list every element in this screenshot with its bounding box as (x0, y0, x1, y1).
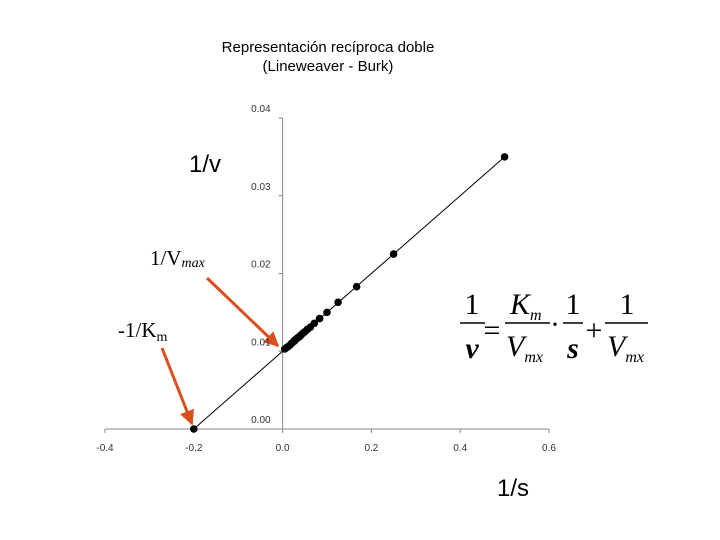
vmax-main: 1/V (150, 246, 182, 270)
vmax-annotation: 1/Vmax (150, 246, 206, 271)
eq-part: 1 (465, 288, 480, 321)
x-tick-label: 0.6 (542, 443, 556, 454)
point (281, 345, 289, 353)
x-axis-label: 1/s (497, 475, 529, 502)
y-axis-label: 1/v (189, 151, 221, 178)
eq-part: Vmx (607, 330, 644, 366)
eq-sub: m (530, 307, 542, 324)
eq-part: Vmx (506, 330, 543, 366)
point (315, 314, 324, 323)
vmax-sub: max (182, 256, 206, 271)
chart-subtitle: (Lineweaver - Burk) (263, 58, 394, 75)
km-main: -1/K (118, 318, 157, 342)
x-tick-label: 0.4 (453, 443, 467, 454)
y-tick-label: 0.00 (251, 415, 271, 426)
eq-part: v (465, 332, 479, 365)
km-sub: m (157, 330, 168, 345)
x-tick-label: 0.0 (276, 443, 290, 454)
x-tick-label: -0.2 (185, 443, 203, 454)
point (352, 282, 361, 291)
eq-part: 1 (620, 288, 635, 321)
eq-part: K (509, 288, 532, 321)
eq-part: Km (509, 288, 542, 324)
eq-part: = (484, 314, 501, 347)
arrow (160, 347, 195, 426)
point (389, 250, 398, 258)
km-annotation: -1/Km (118, 318, 168, 345)
x-tick-label: -0.4 (96, 443, 114, 454)
y-tick-label: 0.01 (251, 337, 271, 348)
y-tick-label: 0.02 (251, 260, 271, 271)
point (334, 298, 342, 307)
x-tick-label: 0.2 (364, 443, 378, 454)
arrow (205, 276, 280, 348)
y-tick-label: 0.03 (251, 182, 271, 193)
eq-part: · (550, 308, 560, 341)
eq-part: s (566, 332, 579, 365)
eq-part: V (607, 330, 629, 363)
equation: 1 v = Km Vmx · 1 s + 1 Vmx (460, 288, 648, 366)
fit-line (193, 156, 505, 430)
eq-sub: mx (625, 349, 644, 366)
point (323, 308, 331, 317)
chart-title: Representación recíproca doble (222, 39, 435, 56)
y-tick-label: 0.04 (251, 104, 271, 115)
eq-part: V (506, 330, 528, 363)
eq-part: 1 (566, 288, 581, 321)
point (190, 425, 198, 433)
eq-part: + (586, 314, 603, 347)
eq-sub: mx (524, 349, 543, 366)
point (500, 153, 509, 161)
